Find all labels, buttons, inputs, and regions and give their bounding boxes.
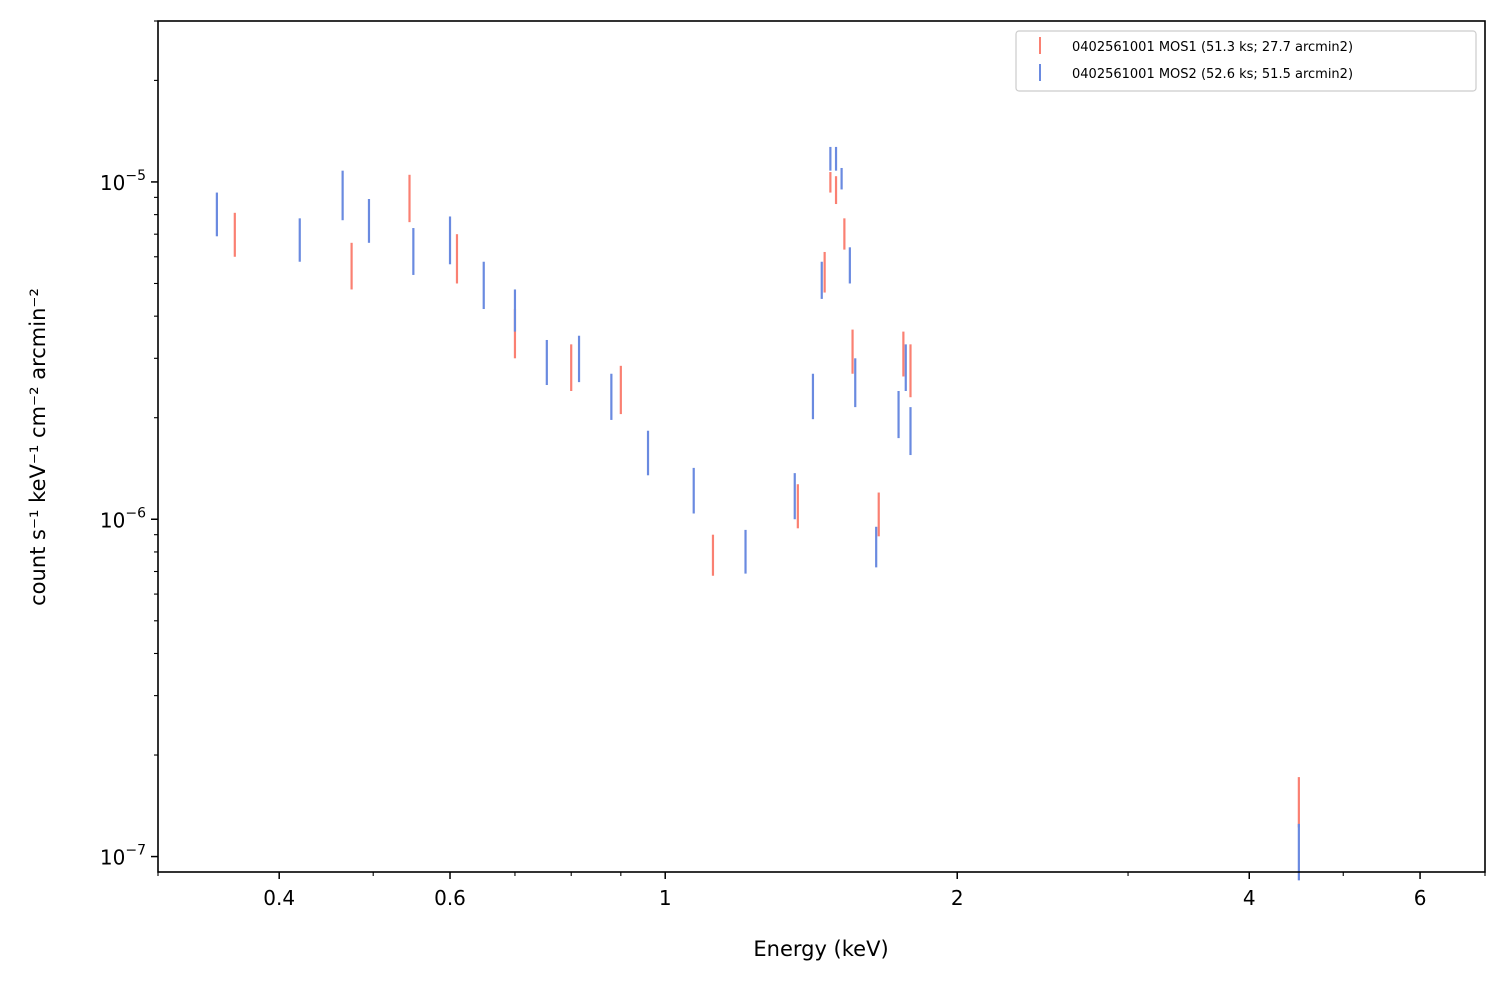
series-1 <box>233 172 1300 828</box>
x-axis-label: Energy (keV) <box>753 937 888 961</box>
x-tick-label: 1 <box>659 886 672 910</box>
y-tick-label: 10−7 <box>100 843 146 870</box>
legend-label-mos2: 0402561001 MOS2 (52.6 ks; 51.5 arcmin2) <box>1072 67 1353 82</box>
plot-frame <box>157 20 1486 873</box>
series-2 <box>215 146 1300 881</box>
plot-data <box>215 146 1300 881</box>
y-tick-label: 10−6 <box>100 505 146 532</box>
x-tick-label: 0.6 <box>434 886 466 910</box>
x-axis: 0.4 0.6 1 2 4 6 <box>157 872 1486 910</box>
x-tick-label: 0.4 <box>263 886 295 910</box>
x-tick-label: 6 <box>1414 886 1427 910</box>
legend-label-mos1: 0402561001 MOS1 (51.3 ks; 27.7 arcmin2) <box>1072 40 1353 55</box>
legend: 0402561001 MOS1 (51.3 ks; 27.7 arcmin2) … <box>1015 30 1477 92</box>
y-tick-label: 10−5 <box>100 168 146 195</box>
y-axis: 10−7 10−6 10−5 <box>100 20 158 870</box>
y-axis-label: count s⁻¹ keV⁻¹ cm⁻² arcmin⁻² <box>26 288 50 606</box>
x-tick-label: 4 <box>1243 886 1256 910</box>
legend-box <box>1015 30 1477 92</box>
x-tick-label: 2 <box>951 886 964 910</box>
